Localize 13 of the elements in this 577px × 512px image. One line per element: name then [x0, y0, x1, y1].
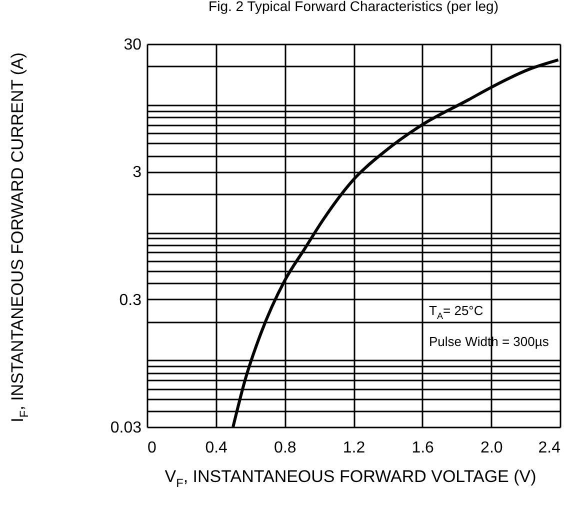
y-axis-title: IF, INSTANTANEOUS FORWARD CURRENT (A) [8, 52, 32, 422]
x-tick-label: 0.4 [205, 440, 228, 456]
y-tick-label: 0.03 [110, 420, 142, 436]
x-tick-label: 0 [148, 440, 156, 456]
y-tick-label: 3 [132, 164, 142, 182]
x-tick-label: 2.0 [480, 440, 503, 456]
chart-title: Fig. 2 Typical Forward Characteristics (per leg) [208, 0, 498, 14]
x-tick-label: 1.2 [342, 440, 366, 456]
x-tick-label: 2.4 [538, 440, 561, 456]
x-tick-label: 1.6 [412, 440, 434, 456]
y-tick-label: 30 [124, 36, 142, 54]
x-tick-label: 0.8 [274, 440, 296, 456]
y-tick-label: 0.3 [119, 292, 142, 309]
